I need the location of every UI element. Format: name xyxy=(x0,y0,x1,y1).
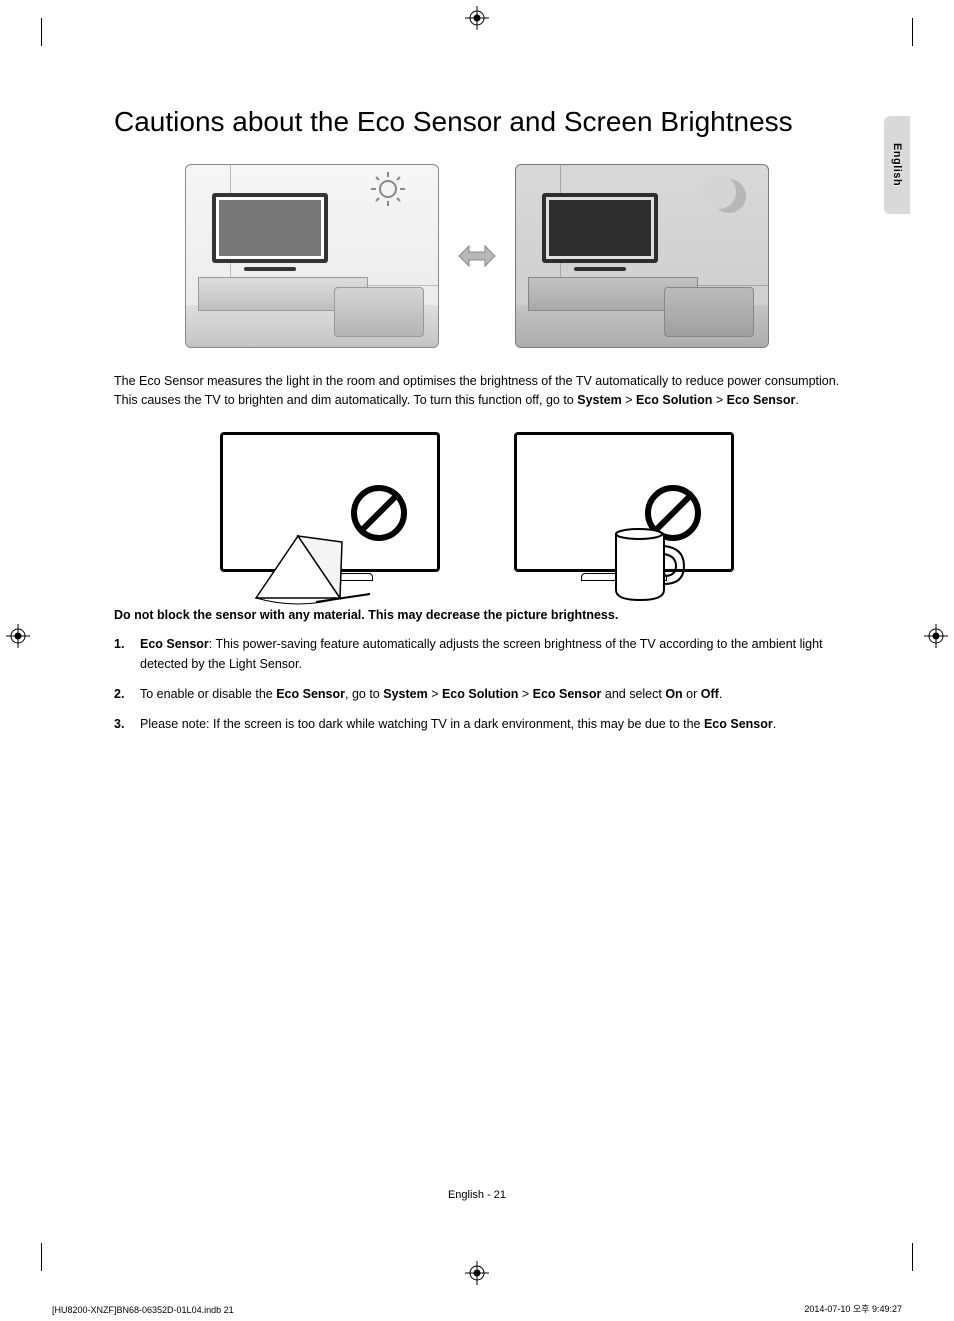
page: English Cautions about the Eco Sensor an… xyxy=(44,44,910,1241)
notepad-icon xyxy=(246,526,374,608)
crop-mark xyxy=(41,18,42,46)
registration-mark-icon xyxy=(924,624,948,648)
content: Cautions about the Eco Sensor and Screen… xyxy=(44,44,910,734)
crop-mark xyxy=(912,1243,913,1271)
tv-icon xyxy=(212,193,328,263)
registration-mark-icon xyxy=(465,1261,489,1285)
footer-page-number: English - 21 xyxy=(44,1189,910,1201)
list-item: 3. Please note: If the screen is too dar… xyxy=(114,714,840,734)
do-not-block-figure xyxy=(114,432,840,572)
tv-icon xyxy=(542,193,658,263)
double-arrow-icon xyxy=(457,243,497,269)
footer-filename: [HU8200-XNZF]BN68-06352D-01L04.indb 21 xyxy=(52,1305,234,1315)
crop-mark xyxy=(912,18,913,46)
sun-icon xyxy=(370,171,406,207)
registration-mark-icon xyxy=(6,624,30,648)
page-title: Cautions about the Eco Sensor and Screen… xyxy=(114,104,840,140)
blocker-notepad xyxy=(220,432,440,572)
instruction-list: 1. Eco Sensor: This power-saving feature… xyxy=(114,634,840,734)
intro-paragraph: The Eco Sensor measures the light in the… xyxy=(114,372,840,410)
registration-mark-icon xyxy=(465,6,489,30)
crop-mark xyxy=(41,1243,42,1271)
blocker-mug xyxy=(514,432,734,572)
footer-timestamp: 2014-07-10 오후 9:49:27 xyxy=(804,1302,902,1315)
language-tab: English xyxy=(884,116,910,214)
language-tab-label: English xyxy=(891,143,903,186)
moon-icon xyxy=(712,179,746,213)
mug-icon xyxy=(600,520,686,606)
room-scene-day xyxy=(185,164,439,348)
eco-sensor-day-night-figure xyxy=(114,164,840,348)
list-item: 2. To enable or disable the Eco Sensor, … xyxy=(114,684,840,704)
list-item: 1. Eco Sensor: This power-saving feature… xyxy=(114,634,840,674)
caption: Do not block the sensor with any materia… xyxy=(114,608,840,622)
room-scene-night xyxy=(515,164,769,348)
